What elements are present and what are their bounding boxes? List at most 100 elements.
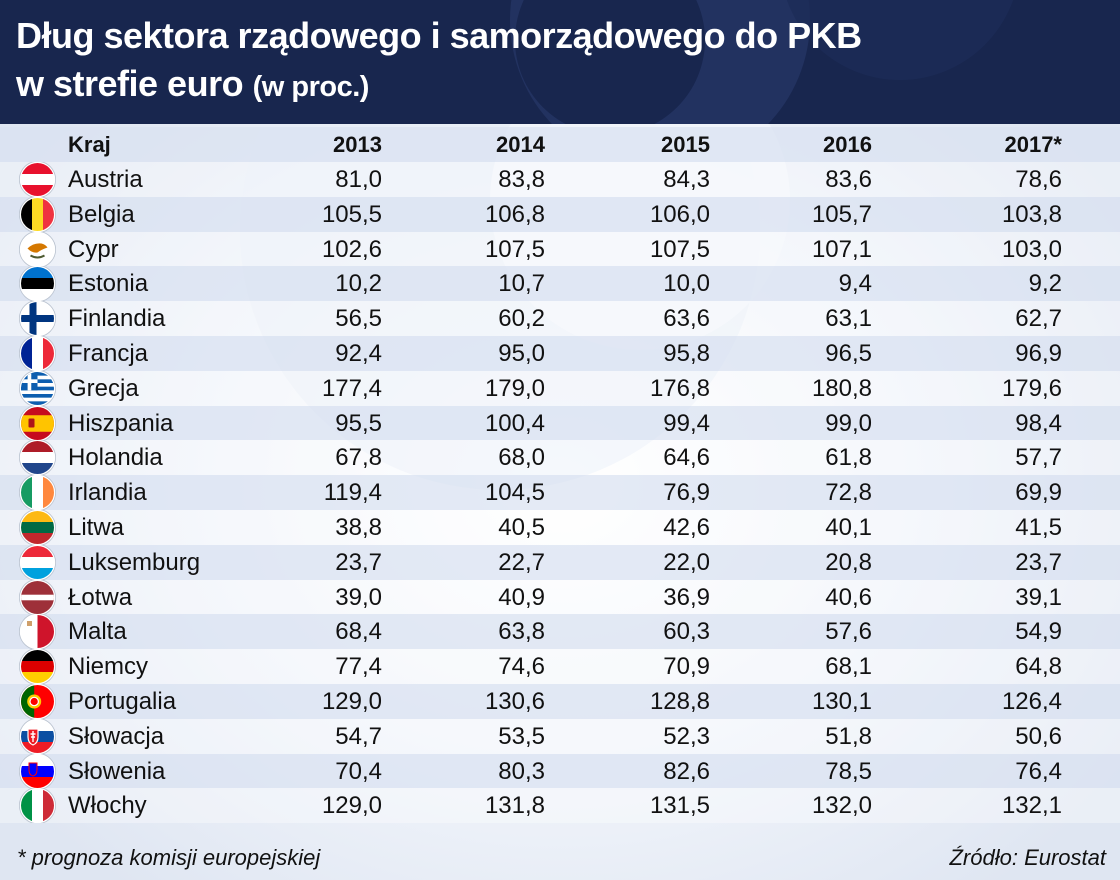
france-flag-icon xyxy=(17,334,58,372)
value-cell-2017: 126,4 xyxy=(1001,687,1062,715)
greece-flag-icon xyxy=(17,369,58,407)
country-name: Estonia xyxy=(68,270,149,298)
value-cell-2016: 40,1 xyxy=(825,513,872,541)
country-name: Cypr xyxy=(68,235,119,263)
title-line-2: w strefie euro (w proc.) xyxy=(16,60,862,111)
country-name: Niemcy xyxy=(68,653,149,681)
value-cell-2013: 38,8 xyxy=(335,513,382,541)
malta-flag-icon xyxy=(17,613,58,651)
country-name: Malta xyxy=(68,618,127,646)
value-cell-2017: 23,7 xyxy=(1015,548,1062,576)
country-name: Grecja xyxy=(68,374,139,402)
country-name: Francja xyxy=(68,339,149,367)
table-row: Portugalia 129,0 130,6 128,8 130,1 126,4 xyxy=(0,682,1120,720)
value-cell-2015: 128,8 xyxy=(649,687,710,715)
value-cell-2016: 105,7 xyxy=(811,200,872,228)
value-cell-2014: 63,8 xyxy=(498,618,545,646)
debt-table: Kraj 2013 2014 2015 2016 2017* Austria 81… xyxy=(0,127,1120,825)
value-cell-2013: 177,4 xyxy=(321,374,382,402)
value-cell-2015: 131,5 xyxy=(649,792,710,820)
finland-flag-icon xyxy=(17,300,58,338)
value-cell-2014: 95,0 xyxy=(498,339,545,367)
value-cell-2013: 70,4 xyxy=(335,757,382,785)
value-cell-2017: 57,7 xyxy=(1015,444,1062,472)
latvia-flag-icon xyxy=(17,578,58,616)
country-name: Portugalia xyxy=(68,687,177,715)
value-cell-2014: 104,5 xyxy=(484,479,545,507)
column-header-2013: 2013 xyxy=(333,132,382,157)
value-cell-2014: 74,6 xyxy=(498,653,545,681)
column-header-2017: 2017* xyxy=(1004,132,1062,157)
value-cell-2015: 70,9 xyxy=(663,653,710,681)
value-cell-2014: 100,4 xyxy=(484,409,545,437)
country-name: Litwa xyxy=(68,513,125,541)
value-cell-2015: 76,9 xyxy=(663,479,710,507)
value-cell-2017: 39,1 xyxy=(1015,583,1062,611)
value-cell-2013: 129,0 xyxy=(321,792,382,820)
value-cell-2013: 67,8 xyxy=(335,444,382,472)
value-cell-2013: 129,0 xyxy=(321,687,382,715)
value-cell-2013: 119,4 xyxy=(323,479,382,507)
value-cell-2013: 56,5 xyxy=(335,305,382,333)
column-header-2016: 2016 xyxy=(823,132,872,157)
value-cell-2017: 103,8 xyxy=(1001,200,1062,228)
value-cell-2016: 107,1 xyxy=(811,235,872,263)
ireland-flag-icon xyxy=(17,474,58,512)
estonia-flag-icon xyxy=(17,265,58,303)
value-cell-2013: 68,4 xyxy=(335,618,382,646)
value-cell-2016: 9,4 xyxy=(838,270,872,298)
netherlands-flag-icon xyxy=(17,439,58,477)
value-cell-2017: 9,2 xyxy=(1028,270,1062,298)
value-cell-2015: 64,6 xyxy=(663,444,710,472)
value-cell-2015: 99,4 xyxy=(663,409,710,437)
value-cell-2013: 105,5 xyxy=(321,200,382,228)
table-row: Cypr 102,6 107,5 107,5 107,1 103,0 xyxy=(0,230,1120,268)
value-cell-2013: 39,0 xyxy=(335,583,382,611)
country-name: Finlandia xyxy=(68,305,166,333)
value-cell-2016: 96,5 xyxy=(825,339,872,367)
value-cell-2016: 40,6 xyxy=(825,583,872,611)
value-cell-2015: 84,3 xyxy=(663,166,710,193)
value-cell-2013: 54,7 xyxy=(335,722,382,750)
table-row: Hiszpania 95,5 100,4 99,4 99,0 98,4 xyxy=(0,404,1120,442)
country-name: Słowenia xyxy=(68,757,166,785)
column-header-2015: 2015 xyxy=(661,132,710,157)
banner-decoration xyxy=(510,0,1014,124)
value-cell-2013: 81,0 xyxy=(335,166,382,193)
value-cell-2015: 82,6 xyxy=(663,757,710,785)
value-cell-2015: 106,0 xyxy=(649,200,710,228)
country-name: Łotwa xyxy=(68,583,133,611)
table-row: Litwa 38,8 40,5 42,6 40,1 41,5 xyxy=(0,508,1120,546)
value-cell-2015: 42,6 xyxy=(663,513,710,541)
table-row: Grecja 177,4 179,0 176,8 180,8 179,6 xyxy=(0,369,1120,407)
country-name: Holandia xyxy=(68,444,163,472)
slovakia-flag-icon xyxy=(17,717,58,755)
value-cell-2017: 179,6 xyxy=(1001,374,1062,402)
value-cell-2014: 68,0 xyxy=(498,444,545,472)
value-cell-2014: 80,3 xyxy=(498,757,545,785)
italy-flag-icon xyxy=(17,787,58,825)
country-name: Hiszpania xyxy=(68,409,174,437)
value-cell-2015: 176,8 xyxy=(649,374,710,402)
value-cell-2013: 23,7 xyxy=(335,548,382,576)
page-title: Dług sektora rządowego i samorządowego d… xyxy=(16,12,862,111)
country-name: Włochy xyxy=(68,792,147,820)
value-cell-2014: 53,5 xyxy=(498,722,545,750)
value-cell-2014: 130,6 xyxy=(484,687,545,715)
value-cell-2014: 40,9 xyxy=(498,583,545,611)
value-cell-2016: 72,8 xyxy=(825,479,872,507)
slovenia-flag-icon xyxy=(17,752,58,790)
value-cell-2014: 40,5 xyxy=(498,513,545,541)
table-header-row: Kraj 2013 2014 2015 2016 2017* xyxy=(0,127,1120,162)
table-row: Estonia 10,2 10,7 10,0 9,4 9,2 xyxy=(0,265,1120,303)
value-cell-2013: 95,5 xyxy=(335,409,382,437)
belgium-flag-icon xyxy=(17,195,58,233)
value-cell-2014: 131,8 xyxy=(484,792,545,820)
value-cell-2016: 99,0 xyxy=(825,409,872,437)
table-row: Słowenia 70,4 80,3 82,6 78,5 76,4 xyxy=(0,752,1120,790)
value-cell-2017: 76,4 xyxy=(1015,757,1062,785)
value-cell-2015: 10,0 xyxy=(663,270,710,298)
table-row: Belgia 105,5 106,8 106,0 105,7 103,8 xyxy=(0,195,1120,233)
table-row: Austria 81,0 83,8 84,3 83,6 78,6 xyxy=(0,160,1120,199)
value-cell-2016: 132,0 xyxy=(811,792,872,820)
